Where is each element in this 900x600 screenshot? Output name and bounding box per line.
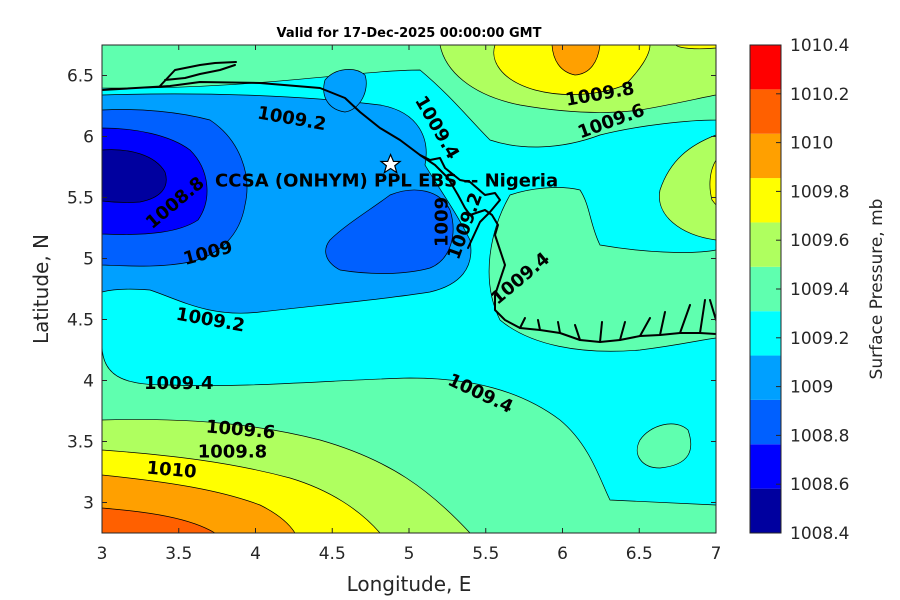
colorbar-label: Surface Pressure, mb [867, 199, 887, 380]
colorbar-swatch [750, 444, 781, 489]
map-title: Valid for 17-Dec-2025 00:00:00 GMT [277, 26, 542, 41]
colorbar-tick-label: 1008.8 [790, 426, 849, 446]
y-tick-label: 6 [83, 128, 94, 148]
colorbar-swatch [750, 89, 781, 134]
x-tick-label: 7 [711, 544, 722, 564]
x-tick-label: 3 [97, 544, 108, 564]
x-tick-label: 5 [404, 544, 415, 564]
y-tick-label: 5.5 [67, 189, 94, 209]
colorbar-swatch [750, 222, 781, 267]
colorbar-tick-label: 1009 [790, 378, 833, 398]
colorbar-swatch [750, 355, 781, 400]
colorbar [750, 45, 781, 533]
contour-fill-1009-8-topright [675, 45, 716, 50]
contour-label: 1009 [431, 197, 452, 247]
x-axis-label: Longitude, E [347, 572, 472, 596]
x-tick-label: 4.5 [319, 544, 346, 564]
y-tick-label: 6.5 [67, 67, 94, 87]
y-axis-ticks: 3 3.5 4 4.5 5 5.5 6 6.5 [67, 67, 716, 514]
contour-fill-1008-8-center [325, 189, 454, 274]
station-label: CCSA (ONHYM) PPL EBS -- Nigeria [215, 171, 558, 192]
contour-fill-1009-4-blob [636, 423, 692, 469]
contour-fill-1009-north-blob [323, 69, 367, 113]
colorbar-swatch [750, 45, 781, 90]
colorbar-tick-label: 1009.2 [790, 329, 849, 349]
colorbar-swatch [750, 399, 781, 445]
colorbar-tick-label: 1010 [790, 134, 833, 154]
y-axis-label: Latitude, N [29, 234, 53, 344]
colorbar-swatch [750, 488, 781, 533]
colorbar-tick-label: 1010.2 [790, 85, 849, 105]
colorbar-tick-label: 1009.8 [790, 182, 849, 202]
colorbar-swatch [750, 133, 781, 179]
contour-fill-1010-north [551, 45, 601, 76]
colorbar-swatch [750, 311, 781, 356]
contour-plot-area: 1009.2 1009.4 1009.81009.61008.81009100910… [102, 45, 716, 533]
y-tick-label: 3 [83, 494, 94, 514]
colorbar-tick-label: 1008.4 [790, 524, 849, 544]
colorbar-swatch [750, 178, 781, 223]
contour-fill-1009-6-east [659, 134, 716, 241]
colorbar-tick-label: 1010.4 [790, 36, 849, 56]
coastline [102, 61, 716, 343]
y-tick-label: 4.5 [67, 311, 94, 331]
colorbar-tick-label: 1008.6 [790, 475, 849, 495]
contour-fill-1009-4-east [488, 187, 716, 352]
x-axis-ticks: 3 3.5 4 4.5 5 5.5 6 6.5 7 [97, 45, 722, 564]
colorbar-swatch [750, 266, 781, 312]
colorbar-tick-labels: 1010.4 1010.2 1010 1009.8 1009.6 1009.4 1009.2… [776, 36, 849, 544]
station-star-icon[interactable] [379, 153, 402, 175]
y-tick-label: 5 [83, 250, 94, 270]
contour-fill-1008-4-west [102, 149, 167, 203]
x-tick-label: 6.5 [626, 544, 653, 564]
contour-label: 1009.4 [144, 373, 213, 394]
y-tick-label: 3.5 [67, 433, 94, 453]
x-tick-label: 4 [250, 544, 261, 564]
x-tick-label: 6 [557, 544, 568, 564]
contour-label: 1009.8 [198, 441, 267, 462]
y-tick-label: 4 [83, 372, 94, 392]
x-tick-label: 5.5 [472, 544, 499, 564]
x-tick-label: 3.5 [165, 544, 192, 564]
colorbar-tick-label: 1009.4 [790, 280, 849, 300]
contour-label: 1010 [146, 458, 198, 483]
colorbar-tick-label: 1009.6 [790, 231, 849, 251]
station-marker[interactable] [379, 153, 402, 175]
contour-fill-1009-8-east [709, 159, 716, 206]
